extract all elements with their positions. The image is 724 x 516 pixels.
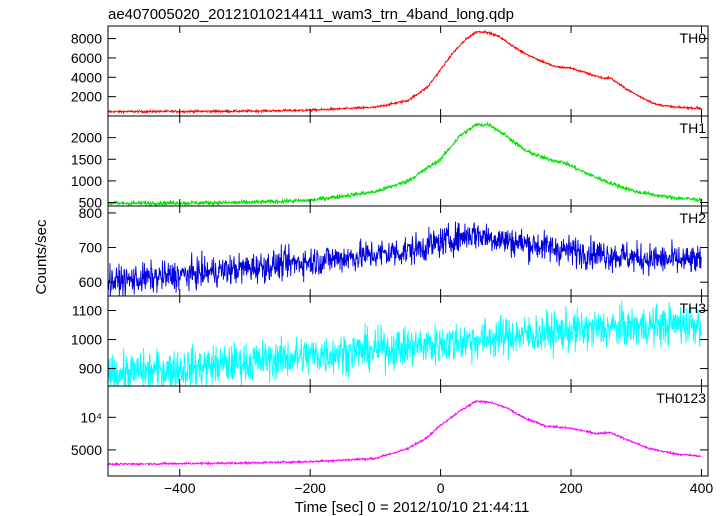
y-tick-label: 2000 [71,89,102,105]
series-line-th2 [107,221,702,297]
x-tick-label: 400 [690,480,714,496]
panel-label: TH2 [680,210,707,226]
y-tick-label: 1100 [72,303,102,319]
y-tick-label: 6000 [71,50,102,66]
chart-title: ae407005020_20121010214411_wam3_trn_4ban… [108,6,514,23]
x-tick-label: −400 [164,480,196,496]
panel-label: TH3 [680,300,707,316]
y-tick-label: 500 [79,195,103,211]
y-tick-label: 900 [79,361,103,377]
y-tick-label: 600 [79,274,103,290]
panel-label: TH0123 [656,390,706,406]
y-tick-label: 8000 [71,31,102,47]
panel-th2: 600 700 800 TH2 [79,205,709,297]
panel-frame [107,385,709,477]
y-tick-label: 2000 [71,130,102,146]
panel-th1: 500 1000 1500 2000 TH1 [71,115,709,211]
series-line-th1 [107,121,702,208]
panel-th3: 900 1000 1100 TH3 [71,295,709,387]
x-tick-label: −200 [294,480,326,496]
y-axis-label: Counts/sec [33,219,50,295]
x-tick-label: 200 [559,480,583,496]
y-tick-label: 700 [79,240,103,256]
series-line-th3 [107,300,702,387]
panel-th0: 2000 4000 6000 8000 TH0 [71,25,709,117]
y-tick-label: 5000 [71,442,102,458]
y-tick-label: 4000 [71,69,102,85]
x-axis-label: Time [sec] 0 = 2012/10/10 21:44:11 [295,499,530,516]
x-axis-ticks: −400 −200 0 200 400 [164,480,713,496]
series-line-th0 [107,30,702,115]
x-tick-label: 0 [437,480,445,496]
panel-frame [107,115,709,207]
y-tick-label: 10⁴ [80,409,102,425]
y-tick-label: 1000 [71,332,102,348]
panel-label: TH0 [680,30,707,46]
y-tick-label: 1500 [71,151,102,167]
panel-frame [107,25,709,117]
panel-th0123: 5000 10⁴ TH0123 [71,385,709,477]
y-tick-label: 1000 [71,173,102,189]
panel-label: TH1 [680,120,707,136]
panels: 2000 4000 6000 8000 TH0 500 1000 1500 2000 TH1 600… [71,25,709,477]
series-line-th0123 [107,399,702,467]
y-tick-label: 800 [79,205,103,221]
